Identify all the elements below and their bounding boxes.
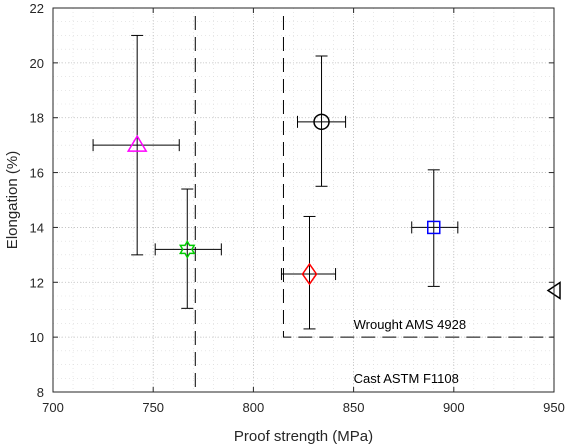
- y-tick-label: 8: [37, 385, 44, 400]
- plot-frame: [52, 7, 555, 393]
- x-axis-ticks: 700 750 800 850 900 950: [42, 8, 565, 415]
- y-axis-ticks: 8 10 12 14 16 18 20 22: [30, 1, 554, 400]
- threshold-annotations: Wrought AMS 4928 Cast ASTM F1108: [354, 317, 467, 386]
- y-tick-label: 20: [30, 56, 44, 71]
- y-tick-label: 16: [30, 166, 44, 181]
- x-tick-label: 950: [543, 400, 565, 415]
- y-tick-label: 10: [30, 330, 44, 345]
- y-tick-label: 22: [30, 1, 44, 16]
- y-tick-label: 18: [30, 111, 44, 126]
- data-point-square: [427, 220, 441, 235]
- y-tick-label: 12: [30, 275, 44, 290]
- x-tick-label: 850: [343, 400, 365, 415]
- plot-area: [53, 8, 554, 392]
- data-point-hexagram: [178, 239, 196, 259]
- y-tick-label: 14: [30, 220, 44, 235]
- x-tick-label: 900: [443, 400, 465, 415]
- annotation-cast: Cast ASTM F1108: [354, 371, 459, 386]
- y-axis-title: Elongation (%): [4, 151, 21, 249]
- error-bars: [92, 34, 459, 330]
- annotation-wrought: Wrought AMS 4928: [354, 317, 467, 332]
- data-point-circle: [313, 113, 330, 131]
- data-point-triangle-up: [126, 134, 148, 152]
- x-tick-label: 800: [243, 400, 265, 415]
- x-axis-title: Proof strength (MPa): [234, 428, 373, 445]
- x-tick-label: 700: [42, 400, 64, 415]
- threshold-line-0: [282, 16, 554, 338]
- data-point-diamond: [301, 262, 318, 286]
- x-tick-label: 750: [142, 400, 164, 415]
